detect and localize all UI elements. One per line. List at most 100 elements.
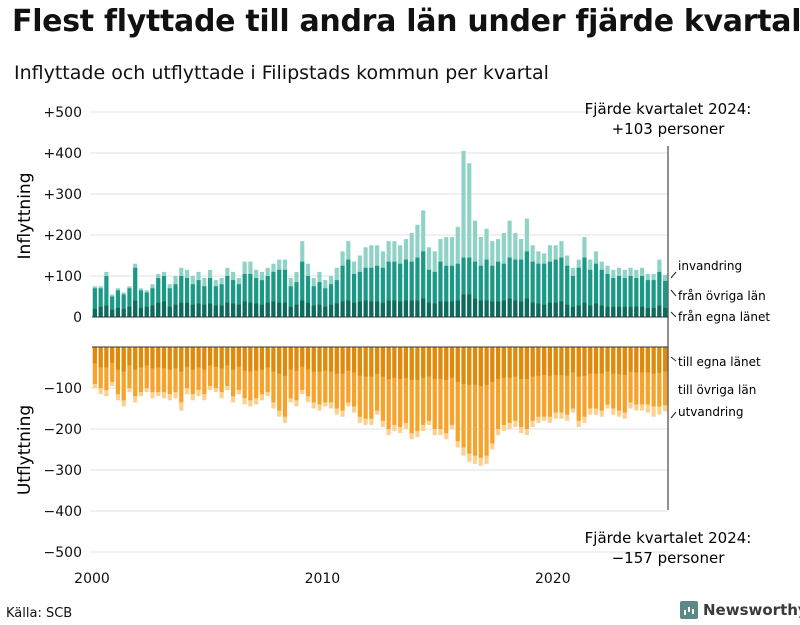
bar-fran-egna-lanet <box>640 306 645 317</box>
bar-fran-ovriga-lan <box>616 276 622 317</box>
bar-till-ovriga-lan <box>421 347 426 425</box>
bar-till-ovriga-lan <box>640 347 645 405</box>
bar-till-ovriga-lan <box>593 347 599 409</box>
bars <box>92 150 668 466</box>
bar-till-egna-lanet <box>369 347 374 377</box>
bar-fran-ovriga-lan <box>92 288 97 317</box>
bar-till-ovriga-lan <box>236 347 241 391</box>
bar-till-egna-lanet <box>92 347 97 364</box>
bar-fran-ovriga-lan <box>282 269 288 317</box>
bar-fran-ovriga-lan <box>369 267 374 317</box>
bar-fran-ovriga-lan <box>634 278 639 317</box>
bar-fran-egna-lanet <box>144 306 149 317</box>
bar-till-egna-lanet <box>380 347 385 377</box>
bar-till-ovriga-lan <box>380 347 385 421</box>
bar-fran-egna-lanet <box>449 301 455 317</box>
bar-till-egna-lanet <box>127 347 132 366</box>
tick-labels: +500 +400 +300 +200 +100 0 −100 −200 −300 −400 −50… <box>44 105 571 587</box>
bar-fran-egna-lanet <box>570 306 576 317</box>
bar-till-ovriga-lan <box>219 347 224 393</box>
bar-till-ovriga-lan <box>536 347 541 417</box>
bar-invandring <box>467 163 472 317</box>
bar-till-egna-lanet <box>496 347 501 379</box>
bar-till-ovriga-lan <box>328 347 334 403</box>
bar-fran-egna-lanet <box>645 307 650 317</box>
bar-till-ovriga-lan <box>265 347 270 393</box>
bar-fran-ovriga-lan <box>490 265 495 317</box>
bar-fran-ovriga-lan <box>611 278 616 317</box>
bar-fran-ovriga-lan <box>484 259 489 317</box>
bar-fran-egna-lanet <box>305 302 311 317</box>
bar-fran-egna-lanet <box>277 302 282 317</box>
bar-till-ovriga-lan <box>501 347 506 425</box>
bar-till-ovriga-lan <box>277 347 282 411</box>
bar-till-egna-lanet <box>196 347 201 368</box>
bar-fran-egna-lanet <box>300 300 305 317</box>
bar-fran-ovriga-lan <box>432 271 437 317</box>
bar-fran-egna-lanet <box>328 304 334 317</box>
brand-logo[interactable]: Newsworthy <box>680 601 800 619</box>
bar-fran-ovriga-lan <box>202 286 207 317</box>
bar-fran-ovriga-lan <box>150 288 155 317</box>
bar-till-ovriga-lan <box>110 347 115 382</box>
legend-fran-ovriga-lan: från övriga län <box>678 289 766 303</box>
bar-fran-egna-lanet <box>472 298 478 317</box>
legend-leader-egna-out <box>670 356 677 362</box>
bar-till-egna-lanet <box>640 347 645 373</box>
bar-till-ovriga-lan <box>115 347 120 395</box>
bar-till-ovriga-lan <box>484 347 489 456</box>
bar-till-egna-lanet <box>305 347 311 370</box>
bar-fran-ovriga-lan <box>231 280 236 317</box>
bar-till-egna-lanet <box>225 347 230 366</box>
bar-till-egna-lanet <box>375 347 380 374</box>
bar-fran-egna-lanet <box>542 304 547 317</box>
bar-fran-egna-lanet <box>559 301 564 317</box>
legend-leader-invandring <box>670 271 677 279</box>
bar-fran-egna-lanet <box>616 306 622 317</box>
x-tick-label: 2010 <box>305 571 341 587</box>
bar-till-egna-lanet <box>167 347 172 370</box>
bar-fran-egna-lanet <box>288 306 293 317</box>
bar-fran-ovriga-lan <box>553 259 558 317</box>
bar-fran-ovriga-lan <box>559 257 564 317</box>
bar-till-ovriga-lan <box>570 347 576 409</box>
bar-till-egna-lanet <box>513 347 518 377</box>
bar-fran-egna-lanet <box>352 302 357 317</box>
bar-fran-ovriga-lan <box>645 280 650 317</box>
bar-till-egna-lanet <box>317 347 322 372</box>
bar-fran-egna-lanet <box>415 300 420 317</box>
bar-till-egna-lanet <box>645 347 650 373</box>
bar-till-ovriga-lan <box>651 347 656 407</box>
bar-fran-ovriga-lan <box>104 276 109 317</box>
bar-fran-ovriga-lan <box>501 263 506 317</box>
bar-till-egna-lanet <box>403 347 408 378</box>
bar-till-egna-lanet <box>542 347 547 375</box>
bar-till-egna-lanet <box>323 347 328 371</box>
bar-fran-egna-lanet <box>317 304 322 317</box>
bar-till-egna-lanet <box>294 347 299 371</box>
bar-till-egna-lanet <box>179 347 184 372</box>
bar-fran-egna-lanet <box>634 306 639 317</box>
bar-fran-ovriga-lan <box>144 292 149 317</box>
bar-fran-ovriga-lan <box>628 276 633 317</box>
bar-till-ovriga-lan <box>144 347 149 388</box>
bar-fran-ovriga-lan <box>121 294 126 317</box>
bar-till-egna-lanet <box>490 347 495 382</box>
bar-fran-ovriga-lan <box>657 271 662 317</box>
ylabel-bottom: Utflyttning <box>15 405 35 495</box>
bar-till-egna-lanet <box>392 347 397 378</box>
bar-till-egna-lanet <box>98 347 103 368</box>
chart-area: +500 +400 +300 +200 +100 0 −100 −200 −300 −400 −50… <box>15 100 770 587</box>
bar-fran-egna-lanet <box>242 301 247 317</box>
bar-till-ovriga-lan <box>352 347 357 407</box>
bar-till-ovriga-lan <box>282 347 288 417</box>
bar-fran-egna-lanet <box>184 302 190 317</box>
bar-till-egna-lanet <box>282 347 288 376</box>
bar-till-egna-lanet <box>421 347 426 378</box>
bar-fran-ovriga-lan <box>386 261 391 317</box>
bar-till-egna-lanet <box>570 347 576 373</box>
bar-till-ovriga-lan <box>156 347 161 393</box>
bar-till-ovriga-lan <box>542 347 547 417</box>
bar-till-ovriga-lan <box>334 347 339 409</box>
legend-invandring: invandring <box>678 259 742 273</box>
